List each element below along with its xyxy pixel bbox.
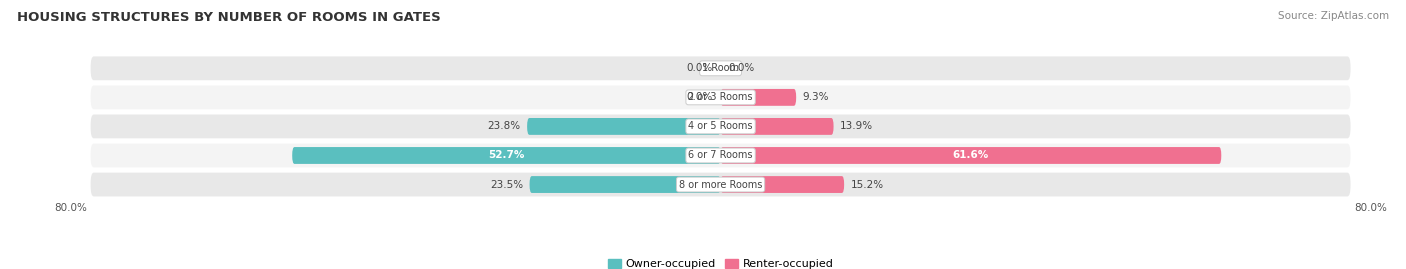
Text: 61.6%: 61.6% (953, 150, 988, 161)
Text: 13.9%: 13.9% (839, 121, 873, 132)
Legend: Owner-occupied, Renter-occupied: Owner-occupied, Renter-occupied (603, 254, 838, 269)
FancyBboxPatch shape (720, 147, 1222, 164)
Text: 9.3%: 9.3% (803, 92, 830, 102)
Text: HOUSING STRUCTURES BY NUMBER OF ROOMS IN GATES: HOUSING STRUCTURES BY NUMBER OF ROOMS IN… (17, 11, 440, 24)
FancyBboxPatch shape (90, 86, 1351, 109)
Text: 4 or 5 Rooms: 4 or 5 Rooms (689, 121, 752, 132)
Text: 15.2%: 15.2% (851, 179, 884, 190)
Text: 2 or 3 Rooms: 2 or 3 Rooms (689, 92, 752, 102)
FancyBboxPatch shape (90, 115, 1351, 138)
FancyBboxPatch shape (720, 118, 834, 135)
Text: 23.8%: 23.8% (488, 121, 520, 132)
FancyBboxPatch shape (90, 173, 1351, 196)
FancyBboxPatch shape (530, 176, 720, 193)
Text: 1 Room: 1 Room (702, 63, 740, 73)
Text: Source: ZipAtlas.com: Source: ZipAtlas.com (1278, 11, 1389, 21)
Text: 23.5%: 23.5% (489, 179, 523, 190)
FancyBboxPatch shape (292, 147, 720, 164)
Text: 0.0%: 0.0% (686, 92, 713, 102)
FancyBboxPatch shape (527, 118, 720, 135)
FancyBboxPatch shape (720, 176, 844, 193)
Text: 52.7%: 52.7% (488, 150, 524, 161)
FancyBboxPatch shape (90, 56, 1351, 80)
Text: 8 or more Rooms: 8 or more Rooms (679, 179, 762, 190)
Text: 6 or 7 Rooms: 6 or 7 Rooms (689, 150, 752, 161)
FancyBboxPatch shape (90, 144, 1351, 167)
FancyBboxPatch shape (720, 89, 796, 106)
Text: 0.0%: 0.0% (686, 63, 713, 73)
Text: 0.0%: 0.0% (728, 63, 755, 73)
